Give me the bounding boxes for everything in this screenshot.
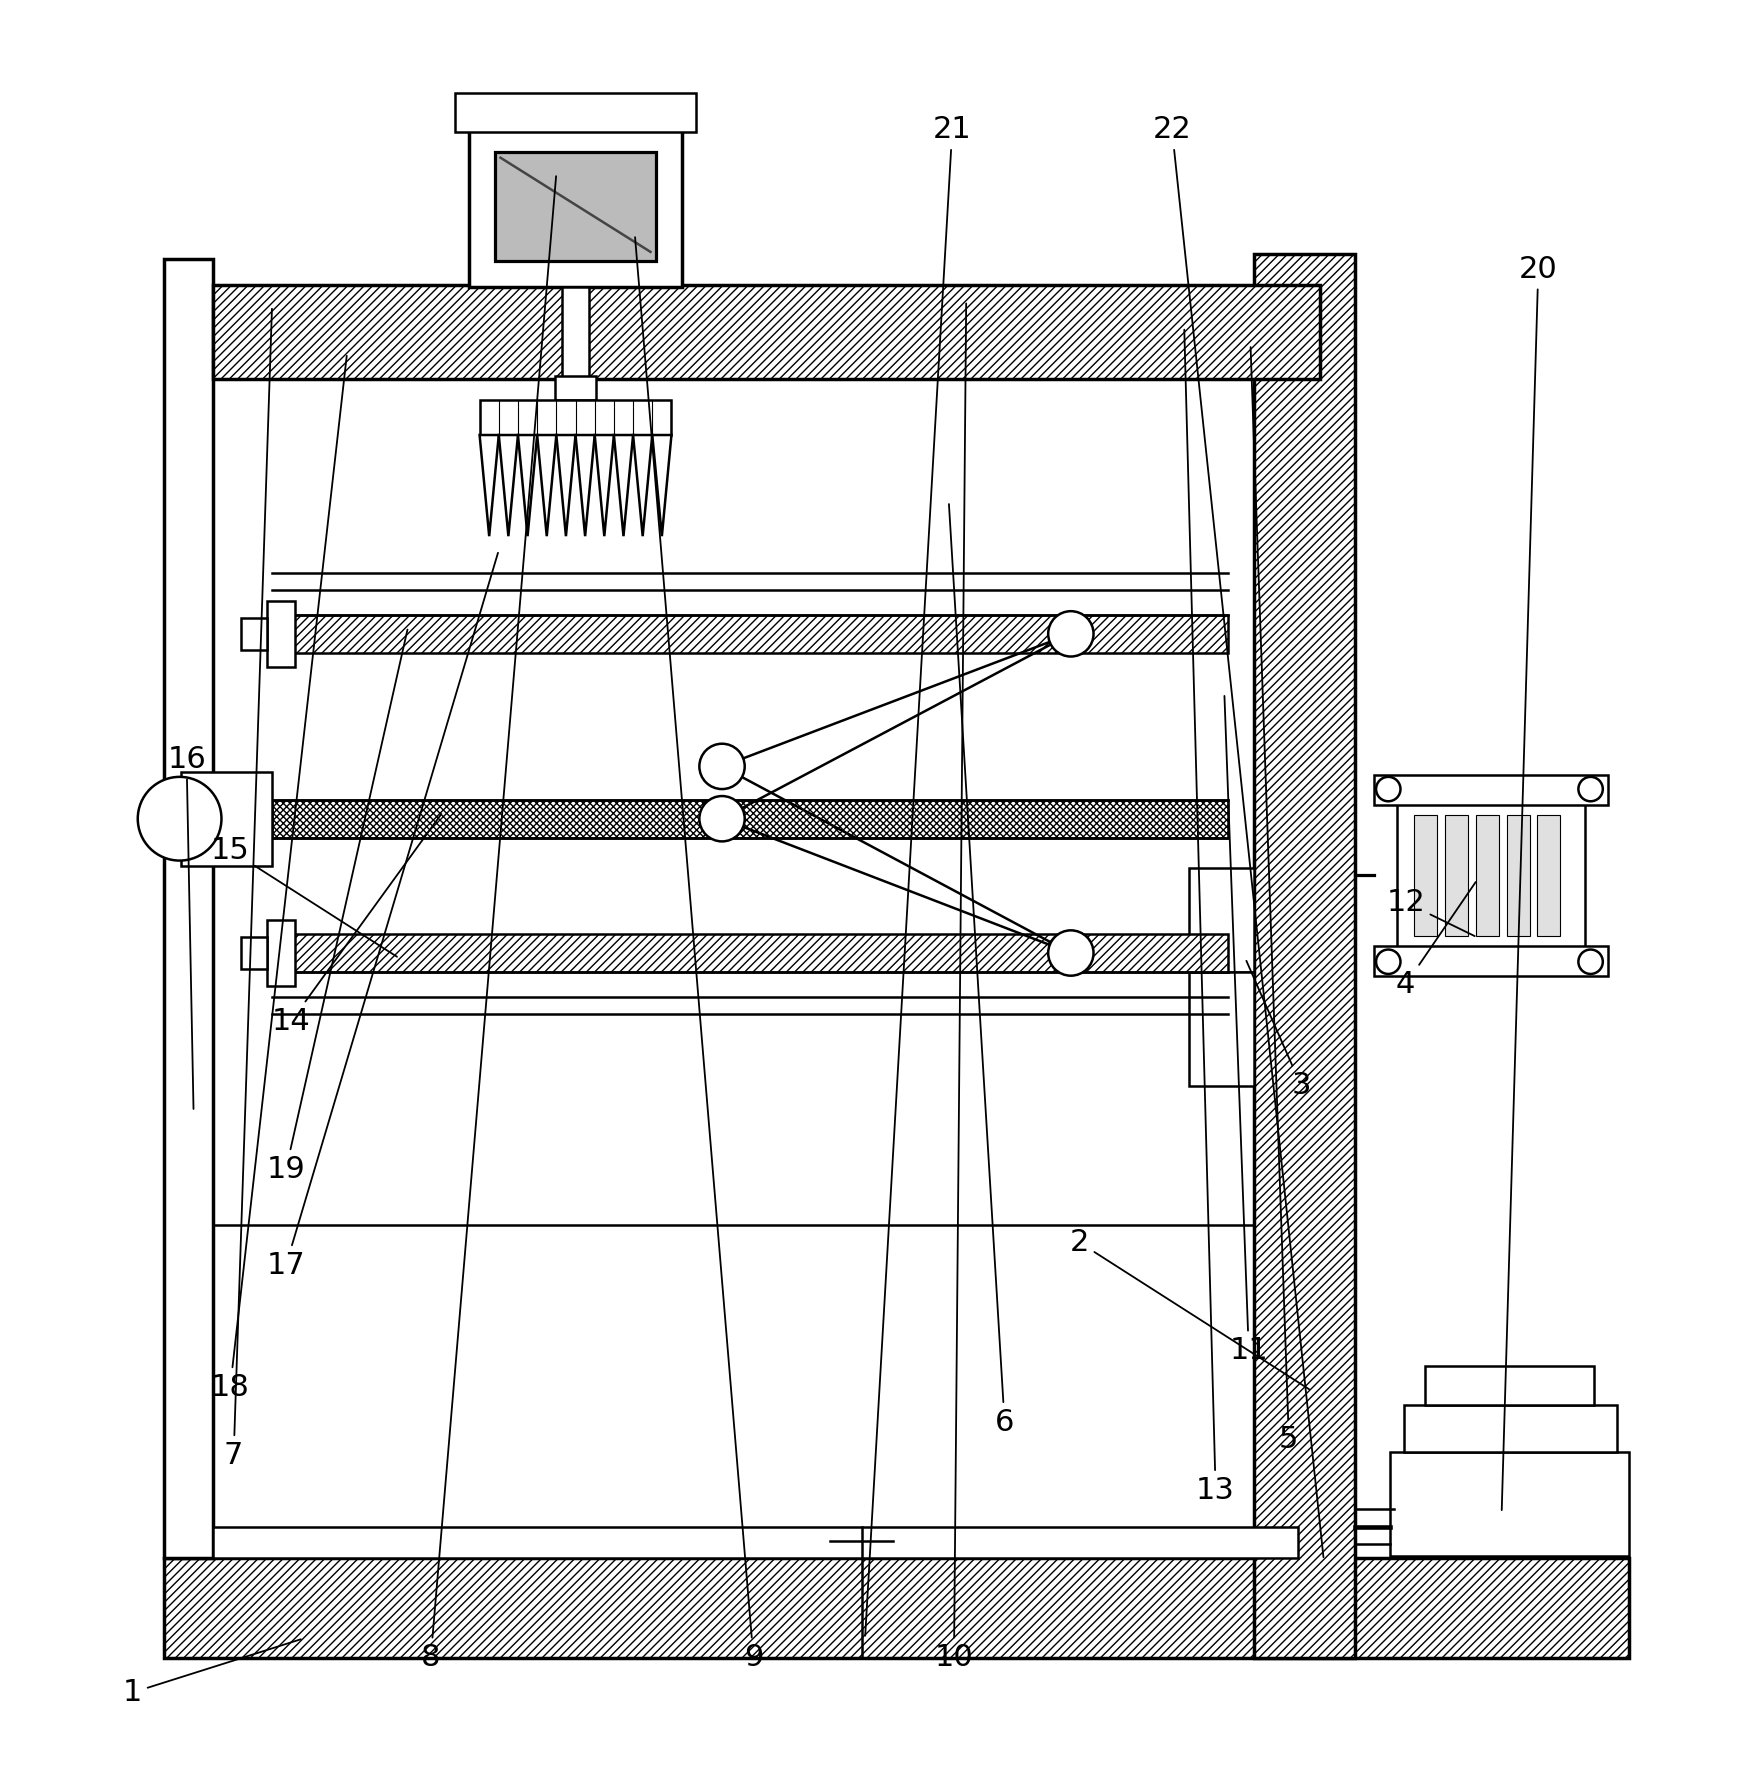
- Bar: [267, 920, 295, 986]
- Text: 14: 14: [272, 814, 441, 1035]
- Bar: [1414, 816, 1437, 936]
- Bar: [553, 375, 596, 400]
- Text: 20: 20: [1500, 255, 1557, 1510]
- Text: 9: 9: [634, 237, 763, 1673]
- Text: 21: 21: [864, 115, 972, 1635]
- Text: 15: 15: [211, 835, 397, 958]
- Bar: [1397, 802, 1585, 949]
- Text: 4: 4: [1395, 881, 1474, 998]
- Polygon shape: [613, 435, 633, 536]
- Text: 13: 13: [1184, 329, 1235, 1504]
- Polygon shape: [499, 435, 518, 536]
- Bar: [241, 938, 267, 968]
- Text: 7: 7: [223, 308, 272, 1469]
- Bar: [181, 772, 272, 866]
- Polygon shape: [633, 435, 652, 536]
- Circle shape: [1047, 611, 1093, 657]
- Bar: [495, 152, 655, 260]
- Text: 3: 3: [1246, 961, 1311, 1101]
- Text: 17: 17: [267, 552, 497, 1280]
- Text: 6: 6: [949, 504, 1014, 1437]
- Text: 10: 10: [935, 303, 973, 1673]
- Text: 11: 11: [1223, 696, 1267, 1365]
- Bar: [480, 400, 671, 435]
- Polygon shape: [575, 435, 594, 536]
- Circle shape: [137, 777, 221, 860]
- Bar: [213, 285, 1320, 379]
- Bar: [1189, 972, 1253, 1085]
- Bar: [272, 800, 1226, 837]
- Text: 5: 5: [1249, 347, 1298, 1455]
- Bar: [469, 117, 682, 287]
- Text: 18: 18: [211, 356, 346, 1402]
- Text: 1: 1: [123, 1639, 300, 1706]
- Text: 12: 12: [1386, 889, 1474, 936]
- Bar: [272, 935, 1226, 972]
- Circle shape: [1578, 949, 1602, 974]
- Bar: [163, 258, 213, 1558]
- Polygon shape: [518, 435, 538, 536]
- Text: 19: 19: [267, 630, 408, 1184]
- Polygon shape: [538, 435, 555, 536]
- Circle shape: [1047, 931, 1093, 975]
- Bar: [455, 94, 696, 131]
- Bar: [163, 1558, 1629, 1658]
- Bar: [560, 287, 589, 379]
- Circle shape: [1376, 949, 1400, 974]
- Circle shape: [699, 796, 745, 841]
- Circle shape: [699, 743, 745, 789]
- Bar: [267, 600, 295, 667]
- Bar: [1536, 816, 1560, 936]
- Bar: [1404, 1405, 1616, 1451]
- Text: 16: 16: [167, 745, 206, 1110]
- Bar: [241, 618, 267, 650]
- Circle shape: [1578, 777, 1602, 802]
- Text: 8: 8: [420, 177, 555, 1673]
- Polygon shape: [555, 435, 575, 536]
- Text: 2: 2: [1070, 1228, 1309, 1389]
- Bar: [1506, 816, 1529, 936]
- Polygon shape: [652, 435, 671, 536]
- Circle shape: [1376, 777, 1400, 802]
- Bar: [1374, 775, 1608, 805]
- Bar: [1425, 1366, 1594, 1405]
- Bar: [1474, 816, 1499, 936]
- Bar: [213, 1528, 1297, 1558]
- Bar: [272, 614, 1226, 653]
- Polygon shape: [594, 435, 613, 536]
- Bar: [1189, 867, 1253, 972]
- Bar: [1390, 1451, 1629, 1556]
- Text: 22: 22: [1153, 115, 1323, 1558]
- Bar: [1253, 253, 1355, 1658]
- Polygon shape: [480, 435, 499, 536]
- Bar: [1444, 816, 1467, 936]
- Bar: [1374, 945, 1608, 975]
